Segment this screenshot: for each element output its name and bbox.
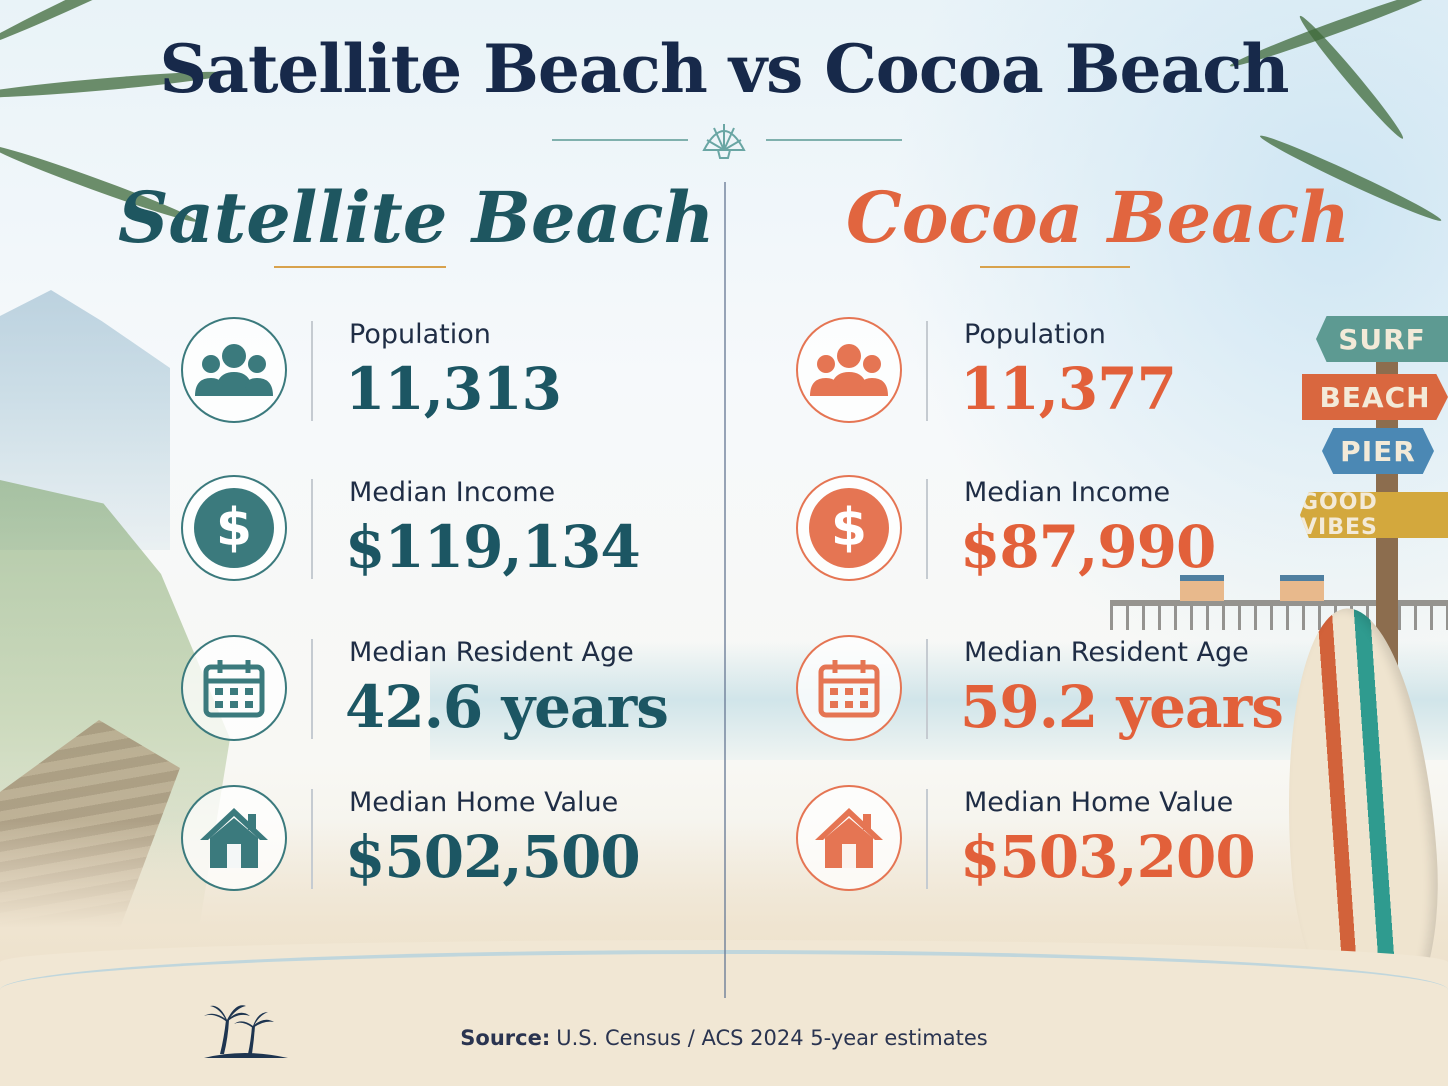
city-rule-satellite xyxy=(274,266,446,268)
stat-divider xyxy=(311,321,313,421)
stat-label: Median Home Value xyxy=(964,787,1234,818)
stat-value: 42.6 years xyxy=(345,673,669,741)
dollar-icon: $ xyxy=(181,475,287,581)
stat-home-value-satellite: Median Home Value $502,500 xyxy=(181,785,661,915)
stat-population-satellite: Population 11,313 xyxy=(181,317,661,447)
city-name-satellite: Satellite Beach xyxy=(118,176,715,259)
stat-label: Median Income xyxy=(349,477,556,508)
source-label: Source: xyxy=(460,1026,551,1050)
dollar-icon: $ xyxy=(796,475,902,581)
seashell-icon xyxy=(702,124,746,159)
stat-population-cocoa: Population 11,377 xyxy=(796,317,1276,447)
stat-label: Median Income xyxy=(964,477,1171,508)
stat-label: Median Resident Age xyxy=(964,637,1249,668)
sign-beach: BEACH xyxy=(1302,374,1448,420)
people-icon xyxy=(796,317,902,423)
people-icon xyxy=(181,317,287,423)
stat-value: 11,377 xyxy=(960,355,1177,423)
sign-good-vibes: GOOD VIBES xyxy=(1300,492,1448,538)
title-rule-left xyxy=(552,139,688,141)
stat-label: Population xyxy=(349,319,491,350)
calendar-icon xyxy=(796,635,902,741)
stat-divider xyxy=(926,639,928,739)
stat-label: Population xyxy=(964,319,1106,350)
title-rule-right xyxy=(766,139,902,141)
stat-value: $502,500 xyxy=(345,823,641,891)
stat-divider xyxy=(311,479,313,579)
stat-age-satellite: Median Resident Age 42.6 years xyxy=(181,635,669,765)
stat-label: Median Home Value xyxy=(349,787,619,818)
calendar-icon xyxy=(181,635,287,741)
city-name-cocoa: Cocoa Beach xyxy=(846,176,1351,259)
stat-value: 59.2 years xyxy=(960,673,1284,741)
dollar-glyph: $ xyxy=(809,488,889,568)
stat-divider xyxy=(926,321,928,421)
stat-income-cocoa: $ Median Income $87,990 xyxy=(796,475,1276,605)
sign-surf: SURF xyxy=(1316,316,1448,362)
pier-hut xyxy=(1280,575,1324,601)
stat-home-value-cocoa: Median Home Value $503,200 xyxy=(796,785,1276,915)
stat-value: $503,200 xyxy=(960,823,1256,891)
city-rule-cocoa xyxy=(980,266,1130,268)
source-note: Source: U.S. Census / ACS 2024 5-year est… xyxy=(0,1026,1448,1050)
house-icon xyxy=(181,785,287,891)
column-divider xyxy=(724,182,726,998)
sign-pier: PIER xyxy=(1322,428,1434,474)
stat-age-cocoa: Median Resident Age 59.2 years xyxy=(796,635,1284,765)
stat-divider xyxy=(311,639,313,739)
dollar-glyph: $ xyxy=(194,488,274,568)
pier-hut xyxy=(1180,575,1224,601)
stat-divider xyxy=(311,789,313,889)
palm-island-icon xyxy=(204,1005,288,1058)
page-title: Satellite Beach vs Cocoa Beach xyxy=(159,30,1290,108)
stat-divider xyxy=(926,479,928,579)
stat-divider xyxy=(926,789,928,889)
house-icon xyxy=(796,785,902,891)
stat-label: Median Resident Age xyxy=(349,637,634,668)
source-text: U.S. Census / ACS 2024 5-year estimates xyxy=(556,1026,988,1050)
stat-value: 11,313 xyxy=(345,355,562,423)
ocean xyxy=(430,640,1448,760)
stat-value: $119,134 xyxy=(345,513,641,581)
stat-income-satellite: $ Median Income $119,134 xyxy=(181,475,661,605)
stat-value: $87,990 xyxy=(960,513,1216,581)
